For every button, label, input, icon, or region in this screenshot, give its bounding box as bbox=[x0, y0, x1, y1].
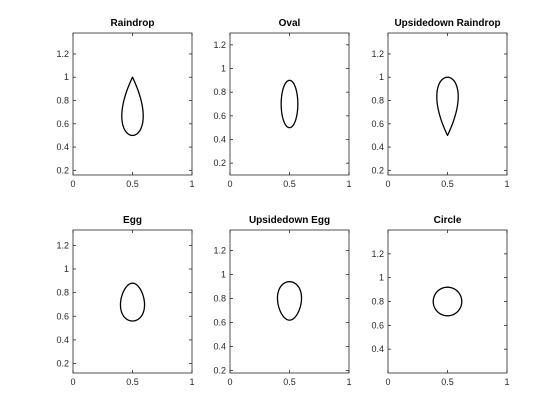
y-tick-label: 0.4 bbox=[213, 135, 226, 145]
y-tick-label: 0.8 bbox=[56, 288, 69, 298]
y-tick-label: 0.2 bbox=[371, 165, 384, 175]
subplot-title: Egg bbox=[123, 215, 142, 226]
y-tick-label: 0.6 bbox=[56, 119, 69, 129]
x-tick-label: 0.5 bbox=[126, 179, 139, 189]
y-tick-label: 0.2 bbox=[56, 359, 69, 369]
y-tick-label: 1.2 bbox=[213, 40, 226, 50]
x-tick-label: 0.5 bbox=[283, 377, 296, 387]
x-tick-label: 0 bbox=[385, 377, 390, 387]
x-tick-label: 0.5 bbox=[441, 377, 454, 387]
y-tick-label: 0.2 bbox=[56, 165, 69, 175]
shape-curve bbox=[119, 282, 146, 322]
x-tick-label: 1 bbox=[346, 179, 351, 189]
x-tick-label: 1 bbox=[189, 179, 194, 189]
y-tick-label: 1 bbox=[379, 72, 384, 82]
y-tick-label: 0.8 bbox=[371, 297, 384, 307]
subplot-title: Circle bbox=[434, 215, 462, 226]
shape-curve bbox=[436, 76, 459, 137]
y-tick-label: 0.2 bbox=[213, 158, 226, 168]
subplot-title: Upsidedown Egg bbox=[249, 215, 330, 226]
y-tick-label: 0.6 bbox=[56, 311, 69, 321]
x-tick-label: 1 bbox=[189, 377, 194, 387]
y-tick-label: 1.2 bbox=[56, 49, 69, 59]
shape-curve bbox=[432, 286, 463, 317]
y-tick-label: 0.6 bbox=[371, 119, 384, 129]
x-tick-label: 0.5 bbox=[126, 377, 139, 387]
axes-box bbox=[229, 229, 350, 374]
y-tick-label: 1.2 bbox=[213, 245, 226, 255]
y-tick-label: 0.8 bbox=[371, 96, 384, 106]
x-tick-label: 1 bbox=[504, 377, 509, 387]
y-tick-label: 1 bbox=[221, 64, 226, 74]
subplot-title: Upsidedown Raindrop bbox=[394, 18, 500, 29]
y-tick-label: 1 bbox=[64, 72, 69, 82]
axes-box bbox=[229, 32, 350, 176]
y-tick-label: 0.2 bbox=[213, 366, 226, 376]
y-tick-label: 0.4 bbox=[56, 142, 69, 152]
y-tick-label: 0.6 bbox=[213, 111, 226, 121]
axes-box bbox=[387, 32, 508, 176]
x-tick-label: 0.5 bbox=[441, 179, 454, 189]
y-tick-label: 0.6 bbox=[213, 318, 226, 328]
y-tick-label: 0.4 bbox=[371, 344, 384, 354]
y-tick-label: 0.6 bbox=[371, 320, 384, 330]
axes-box bbox=[72, 229, 193, 374]
x-tick-label: 0 bbox=[70, 179, 75, 189]
subplot-1: 0 0.5 1 0.2 0.4 0.6 0.8 1 1.2 Raindrop bbox=[56, 18, 194, 189]
y-tick-label: 1 bbox=[221, 269, 226, 279]
x-tick-label: 1 bbox=[504, 179, 509, 189]
x-tick-label: 0 bbox=[227, 179, 232, 189]
y-tick-label: 0.8 bbox=[213, 87, 226, 97]
subplot-4: 0 0.5 1 0.2 0.4 0.6 0.8 1 1.2 Egg bbox=[56, 215, 194, 387]
y-tick-label: 1.2 bbox=[56, 240, 69, 250]
y-tick-label: 0.8 bbox=[213, 293, 226, 303]
x-tick-label: 0 bbox=[227, 377, 232, 387]
x-tick-label: 0 bbox=[70, 377, 75, 387]
axes-box bbox=[72, 32, 193, 176]
x-tick-label: 1 bbox=[346, 377, 351, 387]
subplot-title: Raindrop bbox=[111, 18, 155, 29]
y-tick-label: 0.8 bbox=[56, 96, 69, 106]
subplot-6: 0 0.5 1 0.4 0.6 0.8 1 1.2 Circle bbox=[371, 215, 509, 387]
shape-curve bbox=[121, 76, 144, 137]
y-tick-label: 0.4 bbox=[371, 142, 384, 152]
shape-curve bbox=[276, 281, 303, 321]
y-tick-label: 0.4 bbox=[56, 335, 69, 345]
y-tick-label: 1 bbox=[379, 273, 384, 283]
subplot-2: 0 0.5 1 0.2 0.4 0.6 0.8 1 1.2 Oval bbox=[213, 18, 351, 189]
subplot-title: Oval bbox=[279, 18, 301, 29]
axes-box bbox=[387, 229, 508, 374]
shape-curve bbox=[280, 79, 299, 129]
subplot-3: 0 0.5 1 0.2 0.4 0.6 0.8 1 1.2 Upsidedown Raindrop bbox=[371, 18, 509, 189]
subplot-5: 0 0.5 1 0.2 0.4 0.6 0.8 1 1.2 Upsidedown Egg bbox=[213, 215, 351, 387]
x-tick-label: 0 bbox=[385, 179, 390, 189]
x-tick-label: 0.5 bbox=[283, 179, 296, 189]
y-tick-label: 1.2 bbox=[371, 49, 384, 59]
y-tick-label: 1.2 bbox=[371, 249, 384, 259]
y-tick-label: 1 bbox=[64, 264, 69, 274]
y-tick-label: 0.4 bbox=[213, 342, 226, 352]
